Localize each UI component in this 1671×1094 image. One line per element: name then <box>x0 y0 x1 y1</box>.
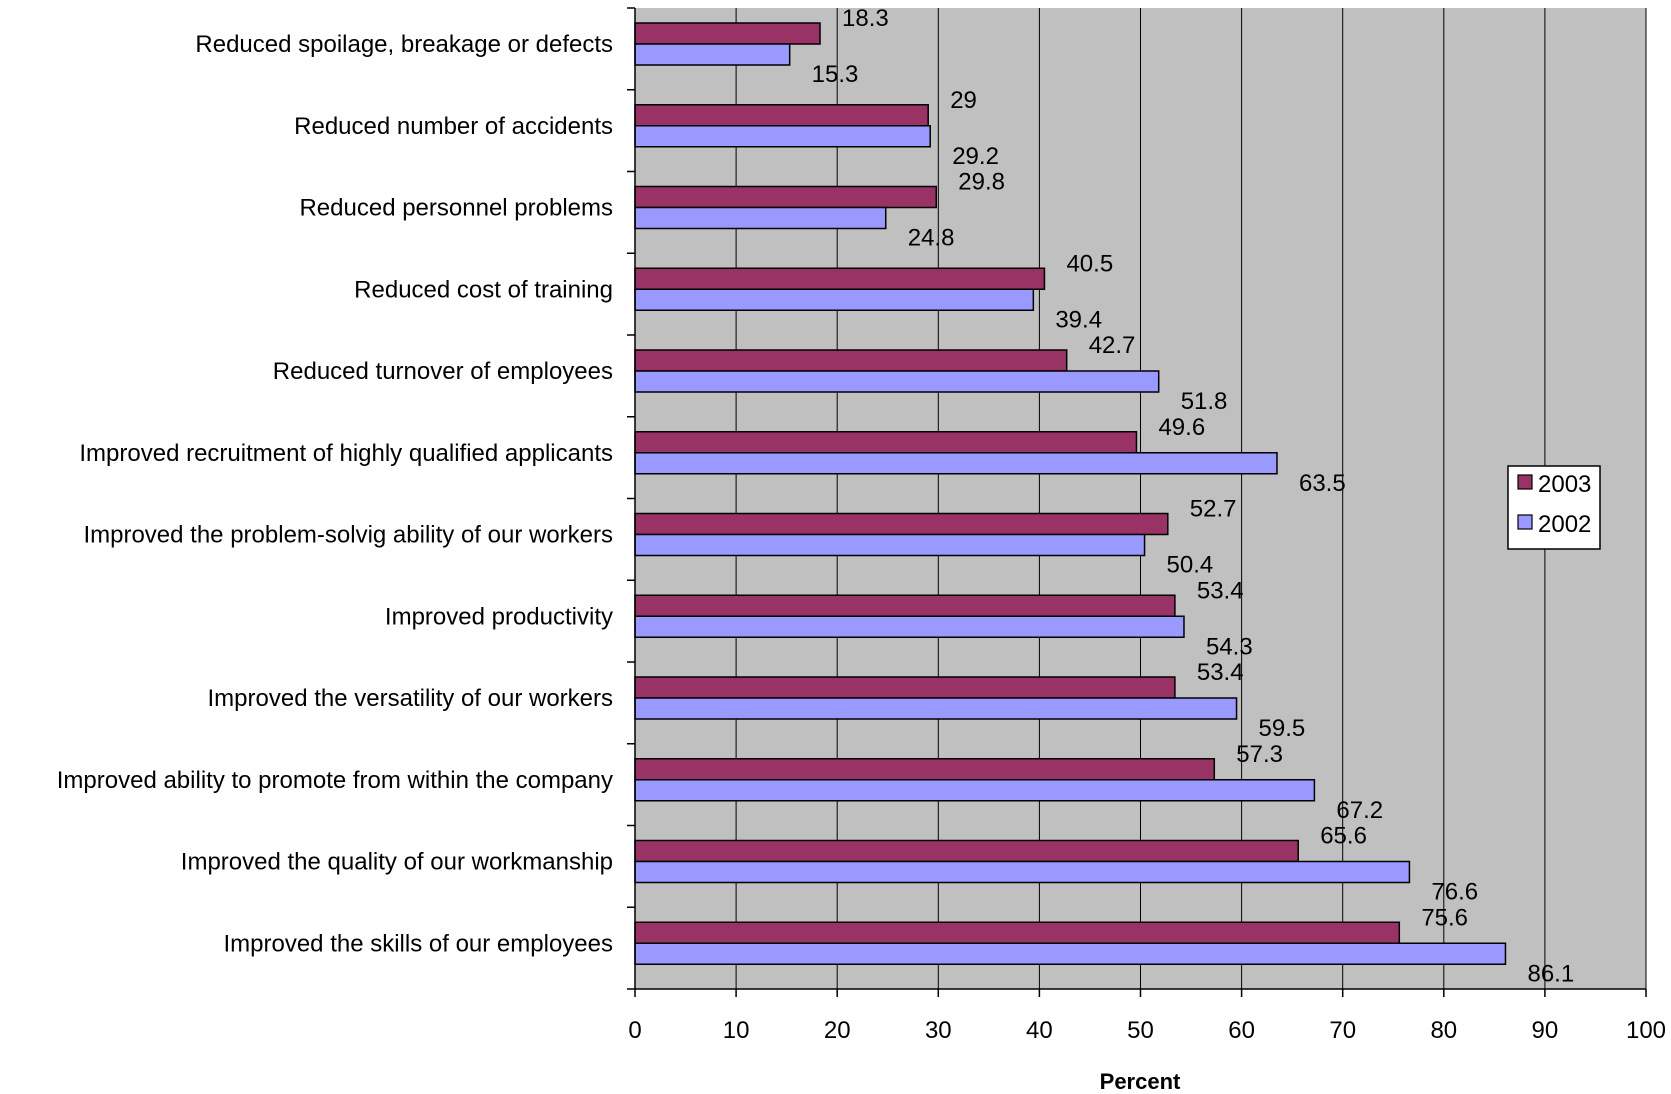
category-label: Reduced number of accidents <box>294 113 613 140</box>
x-tick-labels: 0 10 20 30 40 50 60 70 80 90 100 <box>628 1017 1666 1044</box>
bar-2003 <box>634 349 1068 372</box>
bar-2003 <box>634 839 1299 863</box>
data-label-2002: 24.8 <box>908 225 955 252</box>
category-label: Reduced personnel problems <box>299 195 613 222</box>
bar-2002 <box>634 125 931 148</box>
data-label-2002: 29.2 <box>952 143 999 170</box>
x-tick-label: 0 <box>628 1017 641 1044</box>
y-axis-ticks <box>627 7 635 990</box>
data-label-2003: 52.7 <box>1190 496 1237 523</box>
category-label: Reduced spoilage, breakage or defects <box>195 31 613 58</box>
bar-2003 <box>634 921 1401 944</box>
data-label-2002: 67.2 <box>1336 797 1383 824</box>
bar-2002 <box>634 860 1411 884</box>
bar-2003 <box>634 267 1046 290</box>
data-label-2002: 51.8 <box>1181 388 1228 415</box>
bar-2002 <box>634 779 1316 802</box>
bar-2003 <box>634 22 821 45</box>
category-label: Improved the versatility of our workers <box>208 685 613 712</box>
x-axis-title: Percent <box>1100 1069 1181 1094</box>
category-labels: Reduced spoilage, breakage or defects Red… <box>57 31 613 957</box>
data-label-2003: 53.4 <box>1197 659 1244 686</box>
category-label: Reduced turnover of employees <box>273 358 613 385</box>
data-label-2002: 86.1 <box>1527 960 1574 987</box>
bar-2002 <box>634 288 1035 311</box>
bar-2002 <box>634 942 1507 965</box>
bar-2003 <box>634 512 1169 536</box>
bar-2003 <box>634 676 1176 699</box>
category-label: Improved productivity <box>385 603 613 630</box>
bar-2002 <box>634 43 791 66</box>
x-tick-label: 10 <box>723 1017 750 1044</box>
category-label: Improved ability to promote from within … <box>57 767 613 794</box>
legend: 2003 2002 <box>1507 465 1601 550</box>
data-label-2003: 49.6 <box>1158 414 1205 441</box>
bar-2002 <box>634 370 1160 393</box>
data-label-2003: 29.8 <box>958 169 1005 196</box>
data-label-2003: 42.7 <box>1089 332 1136 359</box>
data-label-2003: 29 <box>950 87 977 114</box>
x-tick-label: 40 <box>1026 1017 1053 1044</box>
data-label-2002: 39.4 <box>1055 306 1102 333</box>
x-tick-label: 70 <box>1329 1017 1356 1044</box>
bar-2003 <box>634 431 1138 454</box>
data-label-2003: 75.6 <box>1421 904 1468 931</box>
data-label-2002: 76.6 <box>1431 879 1478 906</box>
data-label-2002: 63.5 <box>1299 470 1346 497</box>
category-label: Improved the skills of our employees <box>223 930 613 957</box>
bar-2003 <box>634 594 1176 617</box>
x-tick-label: 100 <box>1626 1017 1666 1044</box>
data-label-2003: 57.3 <box>1236 741 1283 768</box>
bar-2003 <box>634 104 929 127</box>
x-tick-label: 50 <box>1127 1017 1154 1044</box>
data-label-2002: 54.3 <box>1206 633 1253 660</box>
data-label-2003: 65.6 <box>1320 823 1367 850</box>
data-labels: 18.3 29 29.8 40.5 42.7 49.6 52.7 53.4 53.4 57.3 65… <box>812 5 1575 987</box>
legend-swatch-2002 <box>1517 514 1533 530</box>
bar-2002 <box>634 452 1278 475</box>
legend-swatch-2003 <box>1517 474 1533 490</box>
data-label-2003: 40.5 <box>1066 250 1113 277</box>
data-label-2002: 50.4 <box>1167 552 1214 579</box>
bar-2002 <box>634 697 1238 720</box>
legend-label-2003: 2003 <box>1538 471 1591 498</box>
data-label-2002: 59.5 <box>1259 715 1306 742</box>
x-tick-label: 20 <box>824 1017 851 1044</box>
data-label-2003: 18.3 <box>842 5 889 32</box>
category-label: Improved the problem-solvig ability of o… <box>83 522 613 549</box>
category-label: Improved the quality of our workmanship <box>181 849 613 876</box>
x-axis-ticks <box>634 989 1647 997</box>
legend-label-2002: 2002 <box>1538 511 1591 538</box>
category-label: Reduced cost of training <box>354 276 613 303</box>
data-label-2003: 53.4 <box>1197 577 1244 604</box>
bar-2002 <box>634 206 887 230</box>
bars <box>634 22 1507 965</box>
data-label-2002: 15.3 <box>812 61 859 88</box>
x-tick-label: 60 <box>1228 1017 1255 1044</box>
bar-2003 <box>634 758 1216 781</box>
bar-2002 <box>634 615 1185 638</box>
bar-2002 <box>634 533 1146 557</box>
bar-2003 <box>634 185 938 209</box>
category-label: Improved recruitment of highly qualified… <box>79 440 613 467</box>
x-tick-label: 90 <box>1532 1017 1559 1044</box>
x-tick-label: 30 <box>925 1017 952 1044</box>
x-tick-label: 80 <box>1430 1017 1457 1044</box>
gridlines <box>735 8 1647 989</box>
